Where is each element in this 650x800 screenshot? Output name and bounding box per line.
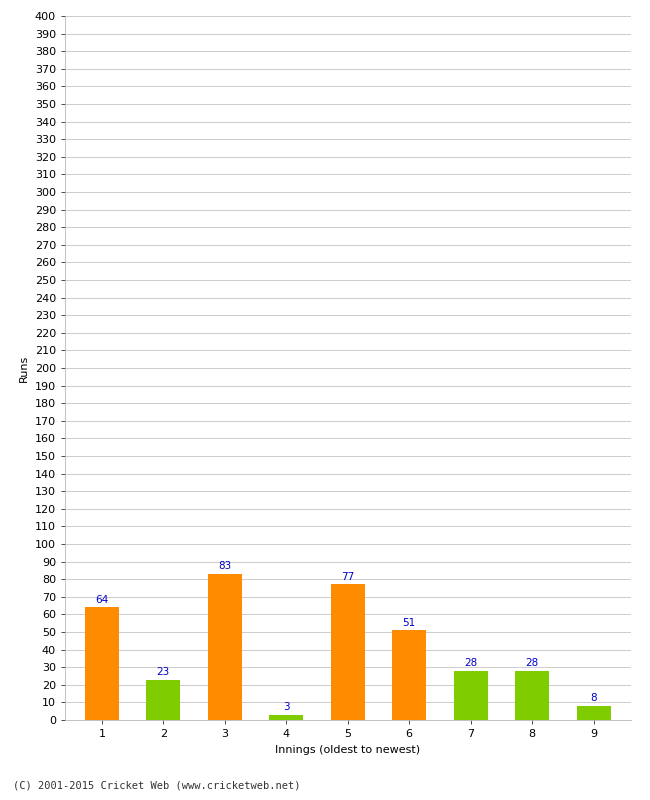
Text: 8: 8 <box>590 694 597 703</box>
Text: 77: 77 <box>341 572 354 582</box>
Bar <box>269 714 303 720</box>
Text: 28: 28 <box>526 658 539 668</box>
Y-axis label: Runs: Runs <box>19 354 29 382</box>
Bar <box>454 670 488 720</box>
Text: 28: 28 <box>464 658 477 668</box>
Bar <box>515 670 549 720</box>
Text: 23: 23 <box>157 667 170 677</box>
Bar <box>85 607 119 720</box>
X-axis label: Innings (oldest to newest): Innings (oldest to newest) <box>275 745 421 754</box>
Text: 51: 51 <box>402 618 416 627</box>
Bar <box>208 574 242 720</box>
Bar <box>577 706 610 720</box>
Bar <box>331 585 365 720</box>
Bar <box>393 630 426 720</box>
Text: 83: 83 <box>218 562 231 571</box>
Text: 3: 3 <box>283 702 290 712</box>
Bar <box>146 679 180 720</box>
Text: (C) 2001-2015 Cricket Web (www.cricketweb.net): (C) 2001-2015 Cricket Web (www.cricketwe… <box>13 781 300 790</box>
Text: 64: 64 <box>96 594 109 605</box>
